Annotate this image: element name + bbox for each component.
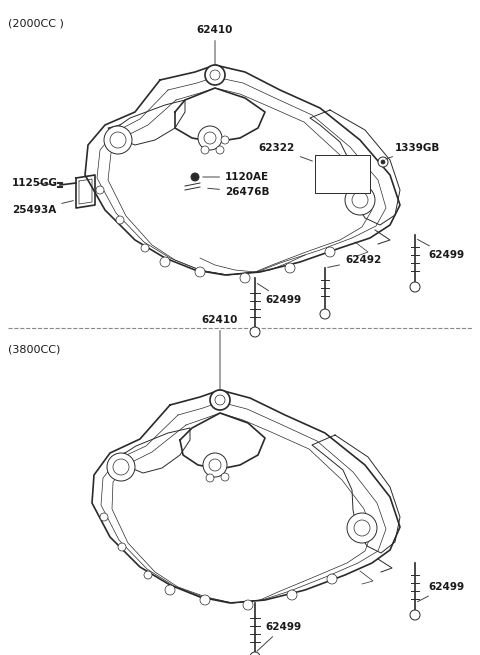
Circle shape	[200, 595, 210, 605]
Bar	[315, 155, 370, 193]
Circle shape	[410, 610, 420, 620]
Circle shape	[345, 185, 375, 215]
Circle shape	[195, 267, 205, 277]
Circle shape	[210, 390, 230, 410]
Circle shape	[327, 574, 337, 584]
Text: 62499: 62499	[418, 239, 464, 260]
Circle shape	[160, 257, 170, 267]
Circle shape	[210, 70, 220, 80]
Circle shape	[110, 132, 126, 148]
Circle shape	[191, 173, 199, 181]
Circle shape	[352, 192, 368, 208]
Text: 25493A: 25493A	[12, 200, 73, 215]
Text: 62410: 62410	[202, 315, 238, 390]
Text: 1120AE: 1120AE	[203, 172, 269, 182]
Circle shape	[285, 263, 295, 273]
Circle shape	[287, 590, 297, 600]
Circle shape	[325, 247, 335, 257]
Circle shape	[100, 513, 108, 521]
Circle shape	[141, 244, 149, 252]
Circle shape	[381, 160, 385, 164]
Circle shape	[104, 126, 132, 154]
Circle shape	[347, 513, 377, 543]
Text: 62492: 62492	[328, 255, 381, 267]
Text: 62322: 62322	[259, 143, 312, 161]
Circle shape	[410, 282, 420, 292]
Circle shape	[320, 309, 330, 319]
Circle shape	[221, 473, 229, 481]
Circle shape	[203, 453, 227, 477]
Circle shape	[243, 600, 253, 610]
Circle shape	[240, 273, 250, 283]
Circle shape	[250, 327, 260, 337]
Circle shape	[198, 126, 222, 150]
Circle shape	[221, 136, 229, 144]
Text: (3800CC): (3800CC)	[8, 345, 60, 355]
Circle shape	[201, 146, 209, 154]
Circle shape	[96, 186, 104, 194]
Text: 62499: 62499	[257, 284, 301, 305]
Circle shape	[209, 459, 221, 471]
Text: 62499: 62499	[257, 622, 301, 651]
Circle shape	[107, 453, 135, 481]
Circle shape	[204, 132, 216, 144]
Circle shape	[205, 65, 225, 85]
Circle shape	[354, 520, 370, 536]
Circle shape	[378, 157, 388, 167]
Circle shape	[216, 146, 224, 154]
Text: 26476B: 26476B	[208, 187, 269, 197]
Circle shape	[206, 474, 214, 482]
Circle shape	[215, 395, 225, 405]
Text: 1339GB: 1339GB	[385, 143, 440, 159]
Circle shape	[165, 585, 175, 595]
Circle shape	[118, 543, 126, 551]
Circle shape	[113, 459, 129, 475]
Text: 62410: 62410	[197, 25, 233, 66]
Text: 62499: 62499	[418, 582, 464, 602]
Circle shape	[250, 652, 260, 655]
Text: 1125GG: 1125GG	[12, 178, 58, 188]
Circle shape	[144, 571, 152, 579]
Circle shape	[116, 216, 124, 224]
Text: (2000CC ): (2000CC )	[8, 18, 64, 28]
